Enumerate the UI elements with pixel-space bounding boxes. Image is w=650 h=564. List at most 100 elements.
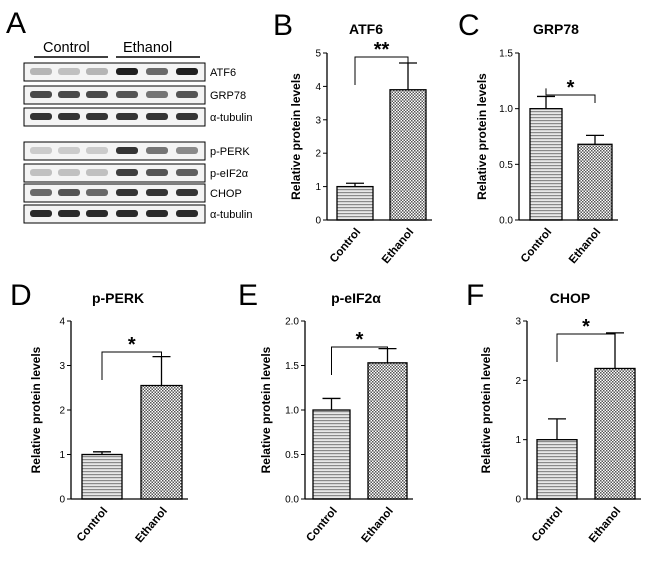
blot-band [176, 147, 198, 154]
blot-group-control: Control [43, 40, 90, 56]
panel-letter-f: F [466, 279, 484, 312]
blot-row-label: α-tubulin [210, 112, 252, 124]
blot-row: p-PERK [23, 141, 250, 161]
blot-band [146, 169, 168, 176]
y-tick-label: 1 [315, 182, 321, 193]
blot-band [176, 169, 198, 176]
blot-band [30, 68, 52, 75]
panel-f: F CHOP Relative protein levels 0 1 2 3 Control E… [466, 279, 641, 545]
panel-letter-c: C [458, 9, 480, 42]
chart-title: GRP78 [533, 21, 579, 37]
significance-bracket [545, 88, 596, 103]
y-tick-label: 2 [515, 376, 521, 387]
blot-row: α-tubulin [23, 204, 252, 224]
blot-band [86, 91, 108, 98]
y-tick-label: 2.0 [285, 317, 299, 328]
blot-row-label: GRP78 [210, 90, 246, 102]
blot-band [176, 68, 198, 75]
blot-row-label: p-eIF2α [210, 168, 249, 180]
blot-band [30, 147, 52, 154]
panel-c: C GRP78 Relative protein levels 0.0 0.5 1.0 1.… [458, 9, 618, 266]
y-tick-label: 4 [59, 317, 65, 328]
y-tick-label: 3 [515, 317, 521, 328]
blot-band [116, 189, 138, 196]
blot-band [86, 169, 108, 176]
blot-band [58, 91, 80, 98]
panel-letter-a: A [6, 7, 26, 40]
panel-a: A Control Ethanol ATF6 GRP78 α-tubulin p-PE… [6, 7, 252, 224]
panel-letter-d: D [10, 279, 32, 312]
blot-strip [23, 204, 206, 224]
blot-row: CHOP [23, 183, 242, 203]
blot-band [146, 147, 168, 154]
blot-band [86, 210, 108, 217]
y-tick-label: 0.0 [285, 495, 299, 506]
x-tick-label: Ethanol [359, 505, 395, 545]
blot-strip [23, 141, 206, 161]
x-tick-label: Control [75, 505, 110, 544]
bar-control [312, 409, 351, 500]
blot-band [58, 147, 80, 154]
chart-title: CHOP [550, 290, 590, 306]
blot-band [30, 210, 52, 217]
bar-ethanol [367, 362, 408, 500]
significance-bracket [556, 333, 616, 362]
chart-title: p-PERK [92, 290, 144, 306]
blot-band [146, 210, 168, 217]
x-tick-label: Ethanol [133, 505, 169, 545]
panel-letter-b: B [273, 9, 293, 42]
bar-control [536, 439, 578, 500]
blot-group-ethanol: Ethanol [123, 40, 172, 56]
y-tick-label: 3 [315, 115, 321, 126]
blot-band [86, 189, 108, 196]
blot-band [58, 169, 80, 176]
y-tick-label: 5 [315, 49, 321, 60]
blot-band [176, 210, 198, 217]
blot-strip [23, 183, 206, 203]
y-axis-label: Relative protein levels [259, 346, 273, 473]
blot-band [116, 147, 138, 154]
bar-control [336, 185, 374, 221]
blot-band [176, 113, 198, 120]
blot-band [116, 91, 138, 98]
blot-rows: ATF6 GRP78 α-tubulin p-PERK p-eIF2α CHOP α-tub… [23, 62, 252, 224]
blot-row: ATF6 [23, 62, 236, 82]
blot-band [146, 189, 168, 196]
significance-marker: ** [374, 39, 390, 61]
significance-marker: * [128, 334, 136, 356]
x-tick-label: Control [519, 226, 554, 265]
blot-band [30, 91, 52, 98]
blot-strip [23, 85, 206, 105]
blot-band [146, 68, 168, 75]
y-tick-label: 0 [59, 495, 65, 506]
bar-control [529, 108, 563, 221]
significance-marker: * [356, 329, 364, 351]
y-tick-label: 0.0 [499, 216, 513, 227]
blot-row: GRP78 [23, 85, 246, 105]
y-tick-label: 1.5 [499, 49, 513, 60]
significance-bracket [331, 346, 388, 375]
y-axis-label: Relative protein levels [29, 346, 43, 473]
blot-band [176, 189, 198, 196]
blot-band [116, 68, 138, 75]
blot-strip [23, 163, 206, 183]
blot-band [86, 68, 108, 75]
y-tick-label: 2 [59, 406, 65, 417]
x-tick-label: Control [530, 505, 565, 544]
x-tick-label: Control [304, 505, 339, 544]
blot-band [30, 189, 52, 196]
blot-strip [23, 62, 206, 82]
chart-title: p-eIF2α [331, 290, 381, 306]
bar-ethanol [140, 384, 183, 500]
y-tick-label: 1 [515, 435, 521, 446]
y-tick-label: 4 [315, 82, 321, 93]
blot-band [86, 147, 108, 154]
y-tick-label: 0.5 [499, 160, 513, 171]
blot-row-label: α-tubulin [210, 209, 252, 221]
blot-strip [23, 107, 206, 127]
y-tick-label: 1.0 [285, 406, 299, 417]
bar-ethanol [389, 89, 427, 221]
blot-band [116, 113, 138, 120]
